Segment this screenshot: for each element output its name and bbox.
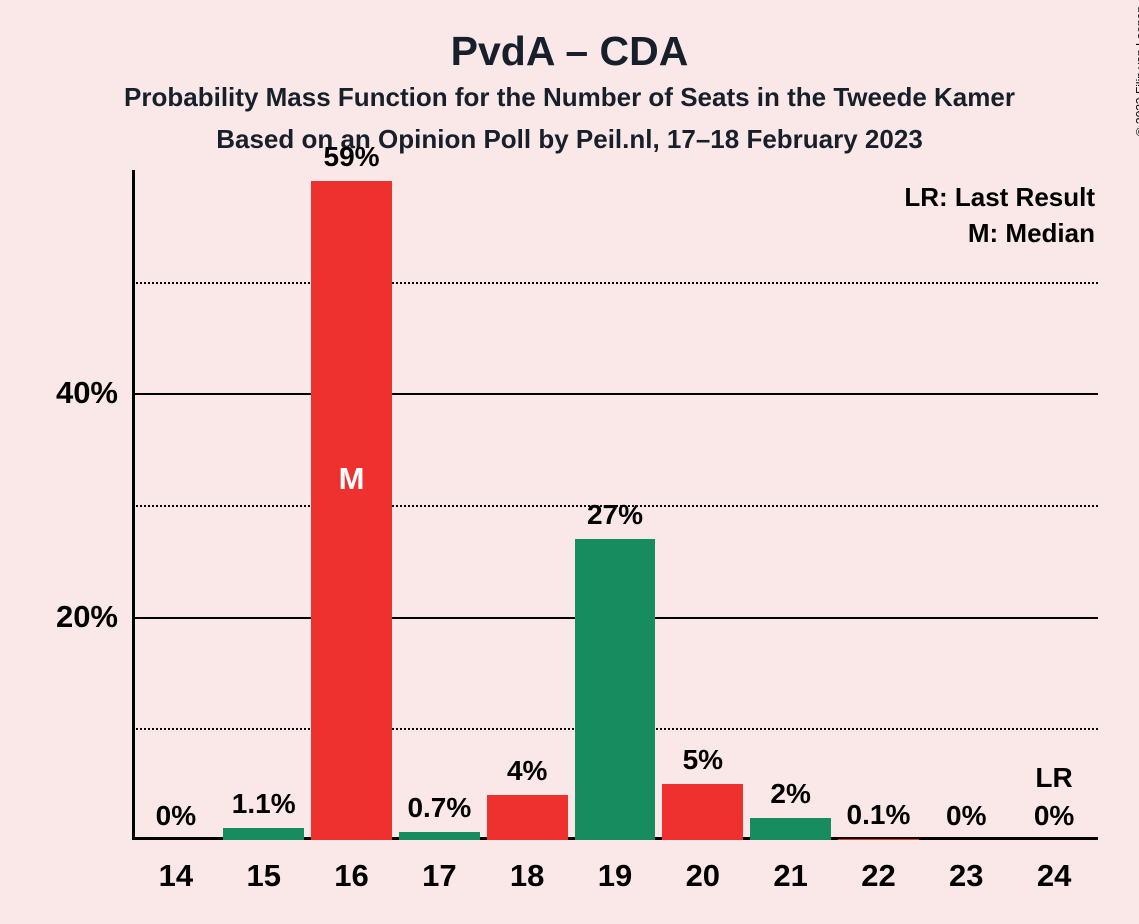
x-tick-label: 24 (1037, 840, 1071, 894)
bar (750, 818, 831, 840)
bar-value-label: 59% (324, 141, 380, 173)
bar-value-label: 1.1% (232, 788, 296, 820)
x-tick-label: 19 (598, 840, 632, 894)
x-tick-label: 16 (334, 840, 368, 894)
chart-subtitle-1: Probability Mass Function for the Number… (0, 82, 1139, 113)
bar (838, 839, 919, 840)
bar (223, 828, 304, 840)
copyright-text: © 2023 Filip van Laenen (1133, 6, 1139, 136)
x-tick-label: 18 (510, 840, 544, 894)
bar-value-label: 27% (587, 499, 643, 531)
x-tick-label: 14 (159, 840, 193, 894)
chart-title: PvdA – CDA (0, 28, 1139, 75)
lr-label: LR (1035, 762, 1072, 794)
bar (575, 539, 656, 841)
x-tick-label: 22 (861, 840, 895, 894)
bar (399, 832, 480, 840)
bar-value-label: 2% (770, 778, 810, 810)
gridline-minor (132, 282, 1098, 284)
bar-value-label: 0.1% (847, 799, 911, 831)
x-tick-label: 15 (246, 840, 280, 894)
bar-value-label: 0% (946, 800, 986, 832)
bar (662, 784, 743, 840)
gridline-major (132, 393, 1098, 395)
y-tick-label: 40% (56, 375, 132, 411)
chart-container: PvdA – CDA Probability Mass Function for… (0, 0, 1139, 924)
legend-last-result: LR: Last Result (904, 182, 1095, 213)
bar (311, 181, 392, 840)
plot-area: 20%40%140%151.1%1659%M170.7%184%1927%205… (132, 170, 1098, 840)
legend-median: M: Median (968, 218, 1095, 249)
x-tick-label: 21 (773, 840, 807, 894)
bar-value-label: 0% (1034, 800, 1074, 832)
median-marker: M (339, 461, 365, 497)
bar-value-label: 5% (683, 744, 723, 776)
x-tick-label: 23 (949, 840, 983, 894)
bar-value-label: 0.7% (407, 792, 471, 824)
bar-value-label: 4% (507, 755, 547, 787)
x-tick-label: 17 (422, 840, 456, 894)
bar-value-label: 0% (156, 800, 196, 832)
y-tick-label: 20% (56, 599, 132, 635)
chart-subtitle-2: Based on an Opinion Poll by Peil.nl, 17–… (0, 124, 1139, 155)
bar (487, 795, 568, 840)
x-tick-label: 20 (686, 840, 720, 894)
